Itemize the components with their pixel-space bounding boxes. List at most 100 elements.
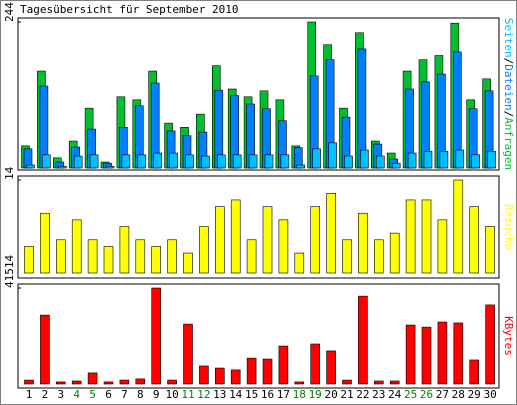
bar <box>485 304 495 385</box>
bar <box>391 162 401 169</box>
legend: KBytes <box>502 316 515 356</box>
bar <box>71 380 82 385</box>
bar <box>103 246 114 274</box>
legend-entry: Anfragen <box>502 117 515 170</box>
bar <box>40 212 50 274</box>
x-tick-label: 21 <box>340 388 353 401</box>
x-tick-label: 29 <box>468 388 481 401</box>
bar <box>389 232 400 274</box>
bar <box>40 314 50 385</box>
bar <box>262 206 273 274</box>
x-tick-label: 18 <box>293 388 306 401</box>
x-tick-label: 20 <box>324 388 337 401</box>
x-tick-label: 23 <box>372 388 385 401</box>
bar <box>469 206 480 274</box>
bar <box>24 246 34 274</box>
bar <box>137 154 147 169</box>
bar <box>358 295 368 385</box>
bar <box>405 199 416 274</box>
bar <box>183 252 193 274</box>
bar <box>262 358 273 385</box>
bar <box>375 155 385 169</box>
bar <box>87 372 98 385</box>
x-tick-label: 26 <box>420 388 433 401</box>
x-tick-label: 6 <box>105 388 112 401</box>
bar <box>185 154 194 169</box>
bar <box>119 379 130 385</box>
x-tick-label: 11 <box>181 388 194 401</box>
bar <box>453 322 464 385</box>
legend-entry: Besuche <box>502 204 515 250</box>
bar <box>389 380 400 385</box>
legend-separator: / <box>502 58 515 65</box>
panel <box>17 175 500 279</box>
bar <box>421 199 432 274</box>
x-tick-label: 24 <box>388 388 402 401</box>
bar <box>230 369 241 385</box>
x-tick-label: 1 <box>26 388 33 401</box>
bar <box>373 239 384 274</box>
bar <box>360 149 369 169</box>
x-tick-label: 27 <box>436 388 449 401</box>
bar <box>405 324 416 385</box>
bar <box>342 379 352 385</box>
x-tick-label: 8 <box>137 388 144 401</box>
bar <box>423 150 433 169</box>
bar <box>103 381 114 385</box>
bar <box>278 219 289 274</box>
bar <box>342 239 352 274</box>
bar <box>121 154 131 169</box>
legend-entry: Dateien <box>502 64 515 110</box>
x-tick-label: 12 <box>197 388 210 401</box>
bar <box>71 219 82 274</box>
bar <box>326 192 336 274</box>
x-tick-label: 15 <box>245 388 258 401</box>
bar <box>310 343 321 385</box>
legend: Besuche <box>502 204 515 250</box>
bar <box>296 164 306 169</box>
y-tick-label: 41514 <box>3 255 16 288</box>
x-tick-label: 22 <box>356 388 369 401</box>
bar <box>42 154 51 169</box>
bar <box>264 154 274 169</box>
bar <box>89 154 99 169</box>
bar <box>453 179 464 274</box>
bar <box>439 150 449 169</box>
bar <box>437 321 448 385</box>
bar <box>278 345 289 385</box>
x-tick-label: 5 <box>89 388 96 401</box>
bar <box>485 226 495 274</box>
bar <box>153 152 162 169</box>
bar <box>167 379 177 385</box>
bar <box>326 350 336 385</box>
bar <box>230 199 241 274</box>
bar <box>183 323 193 385</box>
legend-entry: KBytes <box>502 316 515 356</box>
bar <box>105 165 115 169</box>
bar <box>57 165 67 169</box>
x-tick-label: 30 <box>483 388 496 401</box>
bar <box>135 378 146 385</box>
bar <box>248 154 258 169</box>
bar <box>280 154 290 169</box>
y-tick-label: 244 <box>3 2 16 22</box>
bar <box>217 154 226 169</box>
bar <box>232 154 242 169</box>
bar <box>294 252 305 274</box>
panel <box>17 283 500 389</box>
x-tick-label: 3 <box>57 388 64 401</box>
chart-title: Tagesübersicht für September 2010 <box>20 3 239 16</box>
bar <box>328 142 337 169</box>
x-tick-label: 28 <box>452 388 465 401</box>
x-tick-label: 14 <box>229 388 243 401</box>
bar <box>55 381 66 385</box>
x-tick-label: 2 <box>42 388 49 401</box>
legend-separator: / <box>502 111 515 118</box>
bar <box>135 239 146 274</box>
bar <box>24 379 34 385</box>
bar <box>437 219 448 274</box>
bar <box>199 226 209 274</box>
bar <box>312 148 322 169</box>
legend: Seiten/Dateien/Anfragen <box>502 18 515 170</box>
